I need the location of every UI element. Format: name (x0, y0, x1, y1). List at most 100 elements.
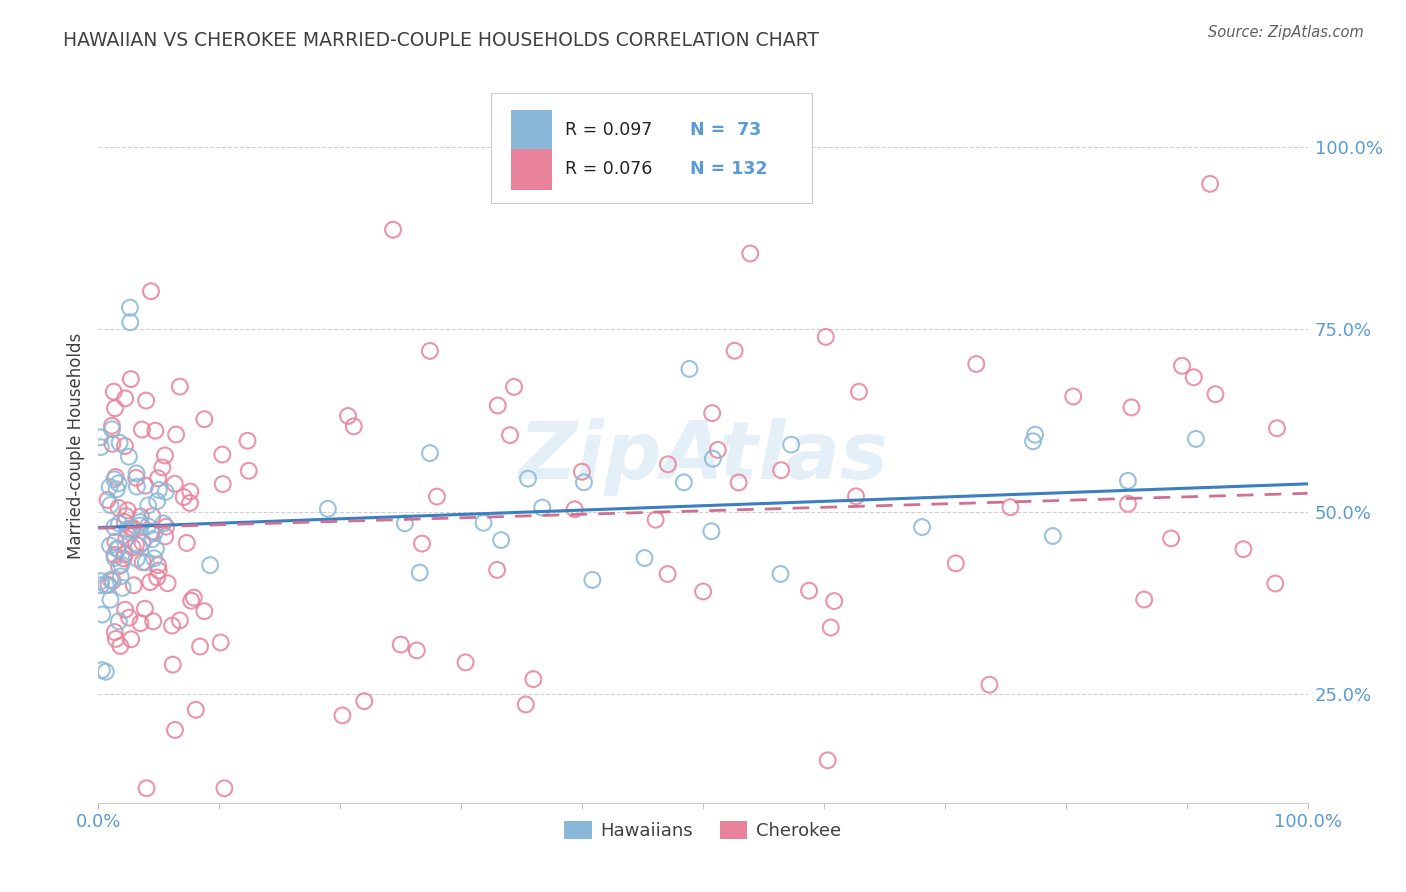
Point (139, 284, 162, 298)
Point (141, 532, 163, 546)
Point (581, 573, 603, 587)
Point (136, 499, 159, 513)
Point (472, 516, 495, 530)
Point (353, 694, 375, 708)
Point (419, 446, 441, 460)
Point (409, 566, 432, 580)
Point (337, 409, 360, 423)
Point (780, 437, 803, 451)
Point (94, 578, 117, 592)
Point (486, 399, 509, 413)
Point (135, 781, 157, 796)
Point (1121, 401, 1143, 415)
Point (486, 563, 509, 577)
Point (98, 539, 121, 553)
Point (89, 430, 111, 444)
Point (707, 442, 730, 457)
Point (90, 578, 112, 592)
Point (115, 532, 138, 546)
Text: N =  73: N = 73 (690, 121, 761, 139)
Point (702, 406, 724, 420)
Point (125, 471, 148, 485)
Point (155, 519, 177, 533)
Point (657, 457, 679, 471)
Point (115, 509, 138, 524)
Point (139, 575, 162, 590)
Text: Source: ZipAtlas.com: Source: ZipAtlas.com (1208, 25, 1364, 40)
Point (979, 678, 1001, 692)
Point (117, 524, 139, 539)
Point (117, 503, 139, 517)
Point (90, 574, 112, 589)
Point (122, 578, 145, 592)
Point (209, 635, 232, 649)
Point (176, 536, 198, 550)
Point (121, 521, 143, 535)
Point (104, 550, 127, 565)
Point (162, 657, 184, 672)
Point (143, 424, 166, 438)
Point (657, 567, 679, 582)
Point (1000, 500, 1022, 515)
Point (769, 566, 792, 581)
Point (1232, 542, 1254, 557)
Point (1133, 592, 1156, 607)
Point (110, 639, 132, 653)
Point (125, 480, 148, 494)
Point (146, 471, 169, 485)
Point (120, 523, 142, 537)
Point (343, 419, 366, 434)
Point (150, 460, 173, 475)
Point (945, 557, 967, 571)
Point (394, 516, 416, 531)
Point (193, 604, 215, 618)
Point (1116, 474, 1139, 488)
Text: HAWAIIAN VS CHEROKEE MARRIED-COUPLE HOUSEHOLDS CORRELATION CHART: HAWAIIAN VS CHEROKEE MARRIED-COUPLE HOUS… (63, 31, 820, 50)
Point (142, 614, 165, 628)
FancyBboxPatch shape (492, 93, 811, 203)
Point (517, 472, 540, 486)
Point (146, 494, 169, 508)
Y-axis label: Married-couple Households: Married-couple Households (66, 333, 84, 559)
Point (128, 539, 150, 553)
Point (571, 465, 593, 479)
Point (193, 412, 215, 426)
Point (101, 418, 124, 433)
Point (103, 548, 125, 562)
Point (101, 422, 124, 436)
Point (644, 513, 666, 527)
Point (118, 301, 141, 315)
Point (145, 541, 167, 556)
Point (120, 315, 142, 329)
Point (564, 502, 586, 516)
Point (98, 480, 121, 494)
Point (702, 451, 724, 466)
Point (108, 435, 131, 450)
Point (236, 434, 259, 448)
Point (134, 478, 156, 492)
Point (156, 576, 179, 591)
Point (169, 379, 191, 393)
Point (146, 570, 169, 584)
Point (131, 535, 153, 549)
Point (1199, 177, 1222, 191)
Point (104, 401, 127, 416)
Point (382, 223, 405, 237)
Point (1264, 576, 1286, 591)
Point (499, 428, 522, 442)
Point (120, 372, 142, 386)
Point (141, 524, 163, 539)
Point (211, 477, 233, 491)
Point (120, 632, 142, 647)
Point (94, 665, 117, 679)
Point (1182, 370, 1205, 384)
Point (108, 559, 131, 574)
Point (108, 516, 131, 531)
Point (100, 573, 122, 587)
Point (141, 509, 163, 524)
Point (112, 551, 135, 566)
Point (727, 475, 749, 490)
Point (114, 439, 136, 453)
Point (134, 601, 156, 615)
Point (740, 246, 762, 260)
